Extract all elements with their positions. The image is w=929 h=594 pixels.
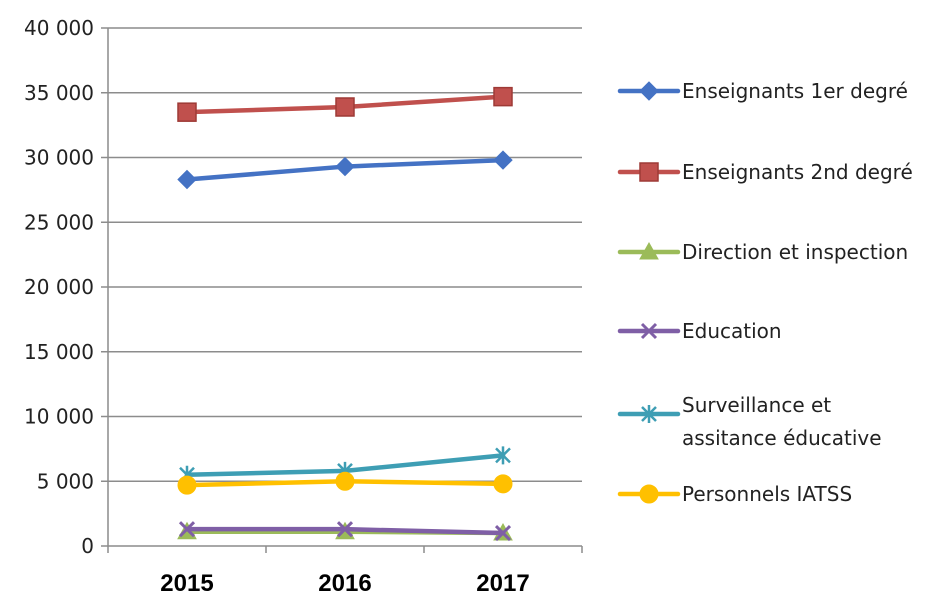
triangle-marker-shape: [639, 241, 659, 260]
legend-item-5: Surveillance et assitance éducative: [617, 393, 882, 450]
legend: Enseignants 1er degré Enseignants 2nd deg…: [617, 79, 913, 506]
legend-marker: [639, 484, 659, 504]
legend-label: Personnels IATSS: [682, 482, 852, 506]
x-marker-shape: [336, 521, 354, 538]
legend-marker: [639, 81, 659, 101]
y-tick-label: 15 000: [24, 340, 94, 364]
legend-marker: [641, 405, 657, 423]
legend-item-1: Enseignants 1er degré: [617, 79, 908, 103]
legend-marker: [639, 241, 659, 260]
x-tick-label: 2016: [318, 570, 371, 594]
star-marker-shape: [495, 446, 511, 465]
legend-item-3: Direction et inspection: [617, 240, 908, 264]
legend-label: Enseignants 2nd degré: [682, 160, 913, 184]
legend-label: assitance éducative: [682, 426, 882, 450]
data-point: [177, 475, 197, 495]
series-4: [178, 521, 512, 542]
series-2: [177, 86, 513, 122]
data-point: [336, 521, 354, 538]
x-axis-ticks: 2015 2016 2017: [107, 546, 583, 594]
data-point: [493, 150, 513, 170]
x-marker-shape: [494, 524, 512, 542]
legend-label: Surveillance et: [682, 393, 831, 417]
data-point: [335, 97, 355, 117]
x-marker-shape: [640, 322, 658, 340]
data-point: [494, 524, 512, 542]
square-marker-shape: [335, 97, 355, 117]
square-marker-shape: [493, 86, 513, 107]
y-tick-label: 30 000: [24, 146, 94, 170]
data-point: [493, 86, 513, 107]
legend-item-6: Personnels IATSS: [617, 482, 852, 506]
x-tick-label: 2015: [160, 570, 213, 594]
y-tick-label: 25 000: [24, 210, 94, 234]
legend-marker: [639, 162, 659, 182]
square-marker-shape: [177, 102, 197, 122]
legend-marker: [640, 322, 658, 340]
data-point: [495, 446, 511, 465]
circle-marker-shape: [177, 475, 197, 495]
data-point: [493, 474, 513, 494]
series-1: [177, 150, 513, 190]
circle-marker-shape: [493, 474, 513, 494]
legend-label: Enseignants 1er degré: [682, 79, 908, 103]
diamond-marker-shape: [639, 81, 659, 101]
y-tick-label: 35 000: [24, 81, 94, 105]
diamond-marker-shape: [493, 150, 513, 170]
legend-label: Education: [682, 319, 782, 343]
data-point: [177, 169, 197, 190]
legend-item-2: Enseignants 2nd degré: [617, 160, 913, 184]
legend-item-4: Education: [617, 319, 782, 343]
circle-marker-shape: [335, 471, 355, 491]
y-tick-label: 40 000: [24, 16, 94, 40]
diamond-marker-shape: [335, 156, 355, 177]
y-tick-label: 20 000: [24, 275, 94, 299]
diamond-marker-shape: [177, 169, 197, 190]
legend-label: Direction et inspection: [682, 240, 908, 264]
x-tick-label: 2017: [476, 570, 529, 594]
data-point: [335, 156, 355, 177]
star-marker-shape: [641, 405, 657, 423]
series-group: [177, 86, 513, 542]
x-marker-shape: [178, 521, 196, 538]
y-tick-label: 0: [81, 534, 94, 558]
data-point: [177, 102, 197, 122]
series-6: [177, 471, 513, 495]
data-point: [178, 521, 196, 538]
series-5: [179, 446, 511, 484]
square-marker-shape: [639, 162, 659, 182]
data-point: [335, 471, 355, 491]
circle-marker-shape: [639, 484, 659, 504]
y-axis-ticks: 0 5 000 10 000 15 000 20 000 25 000 30 000 35 0…: [24, 16, 108, 558]
y-tick-label: 10 000: [24, 405, 94, 429]
y-tick-label: 5 000: [37, 469, 94, 493]
